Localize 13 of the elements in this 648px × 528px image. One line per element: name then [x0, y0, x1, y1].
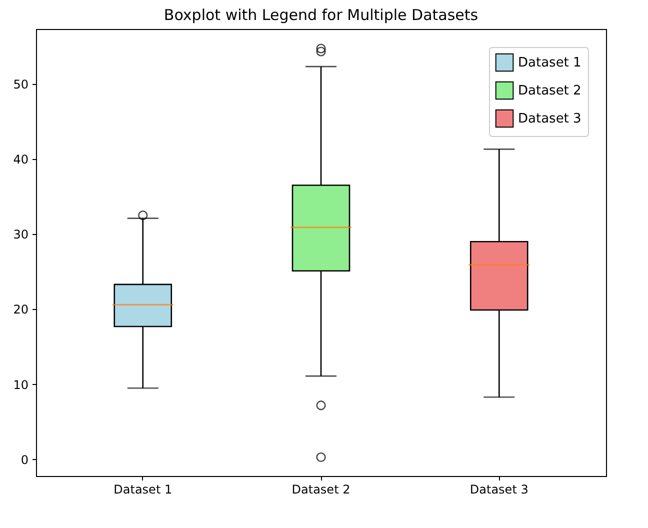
- x-tick-label: Dataset 2: [292, 482, 350, 496]
- y-tick-label: 50: [13, 77, 28, 92]
- legend-label: Dataset 3: [518, 112, 582, 126]
- x-tick-label: Dataset 1: [114, 482, 172, 496]
- chart-title: Boxplot with Legend for Multiple Datasets: [164, 6, 478, 24]
- y-tick-label: 40: [13, 152, 28, 166]
- y-tick-label: 20: [13, 302, 28, 317]
- x-tick-label: Dataset 3: [470, 482, 528, 496]
- legend-label: Dataset 1: [518, 56, 582, 70]
- y-tick-label: 30: [13, 228, 28, 242]
- y-tick-label: 10: [13, 378, 28, 392]
- y-tick-label: 0: [20, 452, 28, 467]
- legend-label: Dataset 2: [518, 84, 582, 98]
